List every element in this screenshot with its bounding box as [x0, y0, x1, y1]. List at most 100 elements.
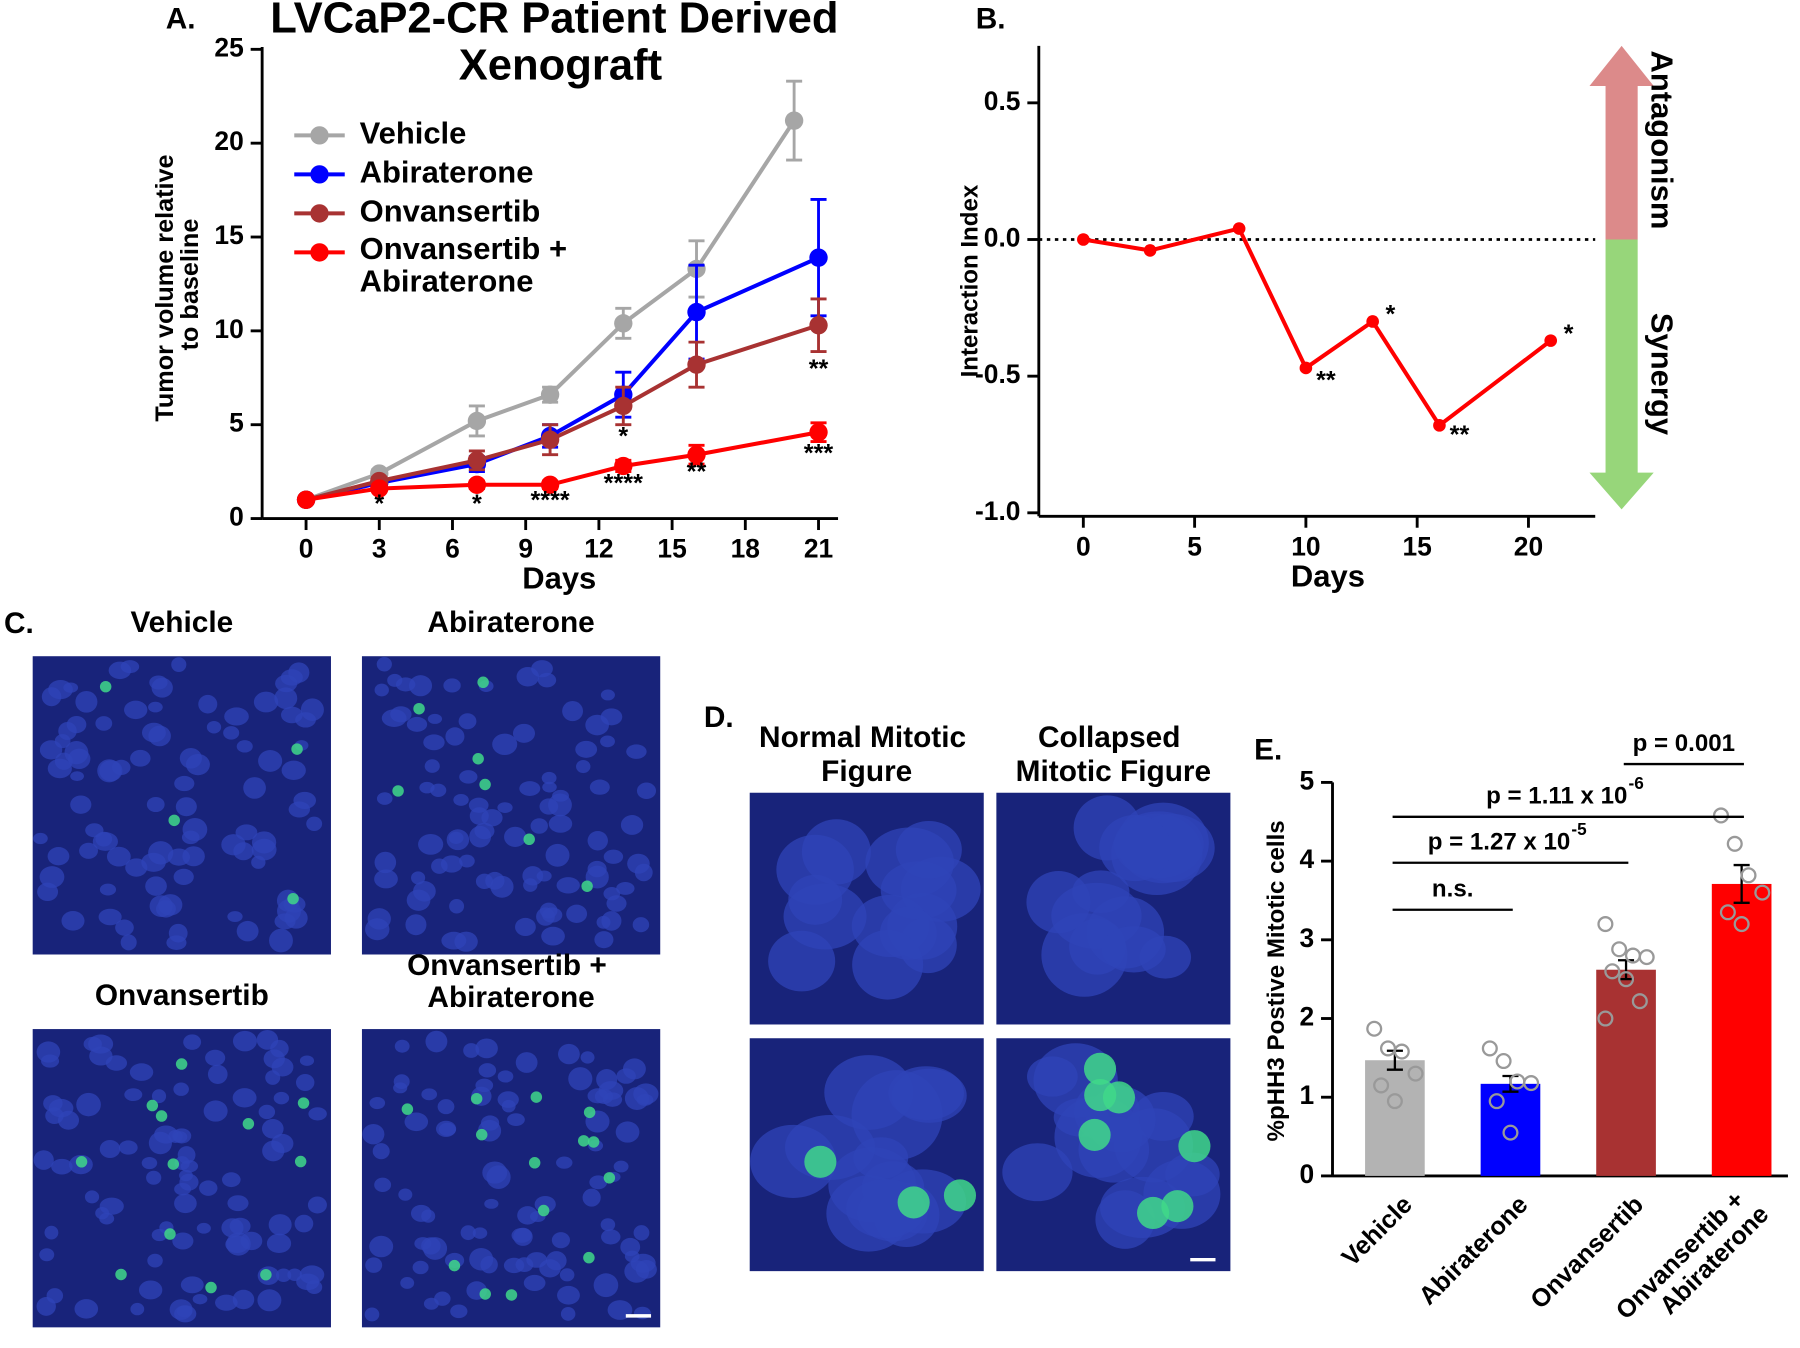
y-axis-label: Interaction Index [956, 184, 983, 377]
nucleus [275, 1268, 292, 1283]
panel-label: B. [976, 3, 1006, 36]
nucleus [589, 1175, 608, 1190]
bar [1711, 883, 1772, 1176]
nucleus [566, 904, 588, 923]
nucleus [788, 874, 843, 925]
legend-marker [310, 204, 329, 223]
nucleus [258, 750, 283, 772]
nucleus [280, 669, 303, 686]
annotation: * [374, 490, 384, 518]
data-point [1393, 1043, 1410, 1060]
mitotic-cell [1078, 1118, 1111, 1151]
nucleus [594, 931, 614, 949]
nucleus [418, 833, 444, 855]
comparison-exponent: -5 [1571, 819, 1587, 839]
nucleus [387, 673, 403, 687]
nucleus [501, 1099, 516, 1113]
nucleus [148, 1131, 172, 1155]
y-axis-label: %pHH3 Postive Mitotic cells [1263, 820, 1290, 1141]
data-point [1366, 315, 1379, 328]
nucleus [269, 928, 293, 953]
nucleus [215, 1294, 238, 1311]
nucleus [459, 770, 478, 784]
mitotic-cell [523, 833, 535, 846]
mitotic-cell [528, 1157, 541, 1169]
legend-marker [310, 126, 329, 145]
chart-title: LVCaP2-CR Patient Derived Xenograft [270, 0, 850, 89]
nucleus [374, 851, 397, 874]
nucleus [513, 1227, 533, 1246]
mitotic-cell [943, 1179, 977, 1212]
nucleus [89, 1046, 113, 1066]
x-tick-label: 12 [584, 534, 613, 564]
nucleus [519, 781, 541, 796]
nucleus [120, 934, 137, 951]
mitotic-cell [1161, 1190, 1194, 1223]
legend-label: Onvansertib + Abiraterone [360, 231, 576, 298]
data-point [1373, 1077, 1390, 1094]
nucleus [168, 923, 188, 943]
nucleus [492, 733, 518, 756]
nucleus [39, 1248, 55, 1262]
nucleus [266, 1233, 292, 1254]
nucleus [548, 814, 573, 833]
mitotic-cell [75, 1156, 88, 1168]
nucleus [431, 858, 448, 874]
image-title: Collapsed Mitotic Figure [1016, 721, 1211, 788]
nucleus [273, 1091, 290, 1105]
nucleus [445, 727, 465, 746]
data-point [1740, 867, 1757, 884]
data-point [1544, 334, 1558, 347]
nucleus [410, 1204, 432, 1222]
nucleus [74, 1299, 99, 1319]
nucleus [138, 1280, 163, 1300]
nucleus [369, 1235, 394, 1258]
mitotic-cell [401, 1103, 414, 1115]
annotation: * [472, 490, 482, 518]
x-tick-label: 20 [1514, 531, 1543, 561]
annotation: * [618, 423, 628, 451]
nucleus [251, 831, 277, 854]
nucleus [141, 722, 166, 743]
data-point [1407, 1065, 1424, 1082]
nucleus [99, 1197, 124, 1215]
nucleus [182, 817, 208, 842]
legend-label: Abiraterone [360, 155, 534, 190]
nucleus [636, 782, 657, 800]
nucleus [507, 1113, 525, 1127]
nucleus [106, 846, 131, 867]
nucleus [271, 1133, 294, 1154]
nucleus [414, 1237, 432, 1250]
data-point [540, 430, 560, 449]
mitotic-cell [1137, 1196, 1170, 1230]
nucleus [888, 1066, 964, 1121]
nucleus [453, 794, 469, 806]
nucleus [274, 687, 298, 710]
nucleus [632, 917, 650, 933]
nucleus [603, 849, 624, 864]
comparison-label: p = 0.001 [1633, 730, 1735, 757]
data-point [1719, 904, 1736, 921]
nucleus [236, 920, 259, 942]
y-tick-label: 10 [214, 314, 243, 344]
nucleus [173, 868, 194, 886]
nucleus [556, 877, 580, 894]
nucleus [1002, 1143, 1073, 1202]
comparison-label: p = 1.11 x 10 [1486, 783, 1627, 810]
nucleus [229, 1217, 251, 1235]
y-axis-label: Tumor volume relative to baseline [150, 147, 203, 421]
y-tick-label: 1 [1299, 1080, 1314, 1110]
nucleus [575, 740, 598, 758]
nucleus [39, 866, 65, 888]
data-point [809, 248, 828, 267]
mitotic-cell [587, 1136, 600, 1148]
nucleus [172, 1232, 194, 1250]
nucleus [205, 1049, 226, 1066]
nucleus [36, 1296, 56, 1316]
nucleus [601, 911, 622, 931]
data-point [540, 385, 560, 404]
x-tick-label: Vehicle [1336, 1190, 1417, 1271]
nucleus [450, 1304, 468, 1319]
nucleus [469, 1248, 494, 1271]
nucleus [541, 771, 557, 785]
